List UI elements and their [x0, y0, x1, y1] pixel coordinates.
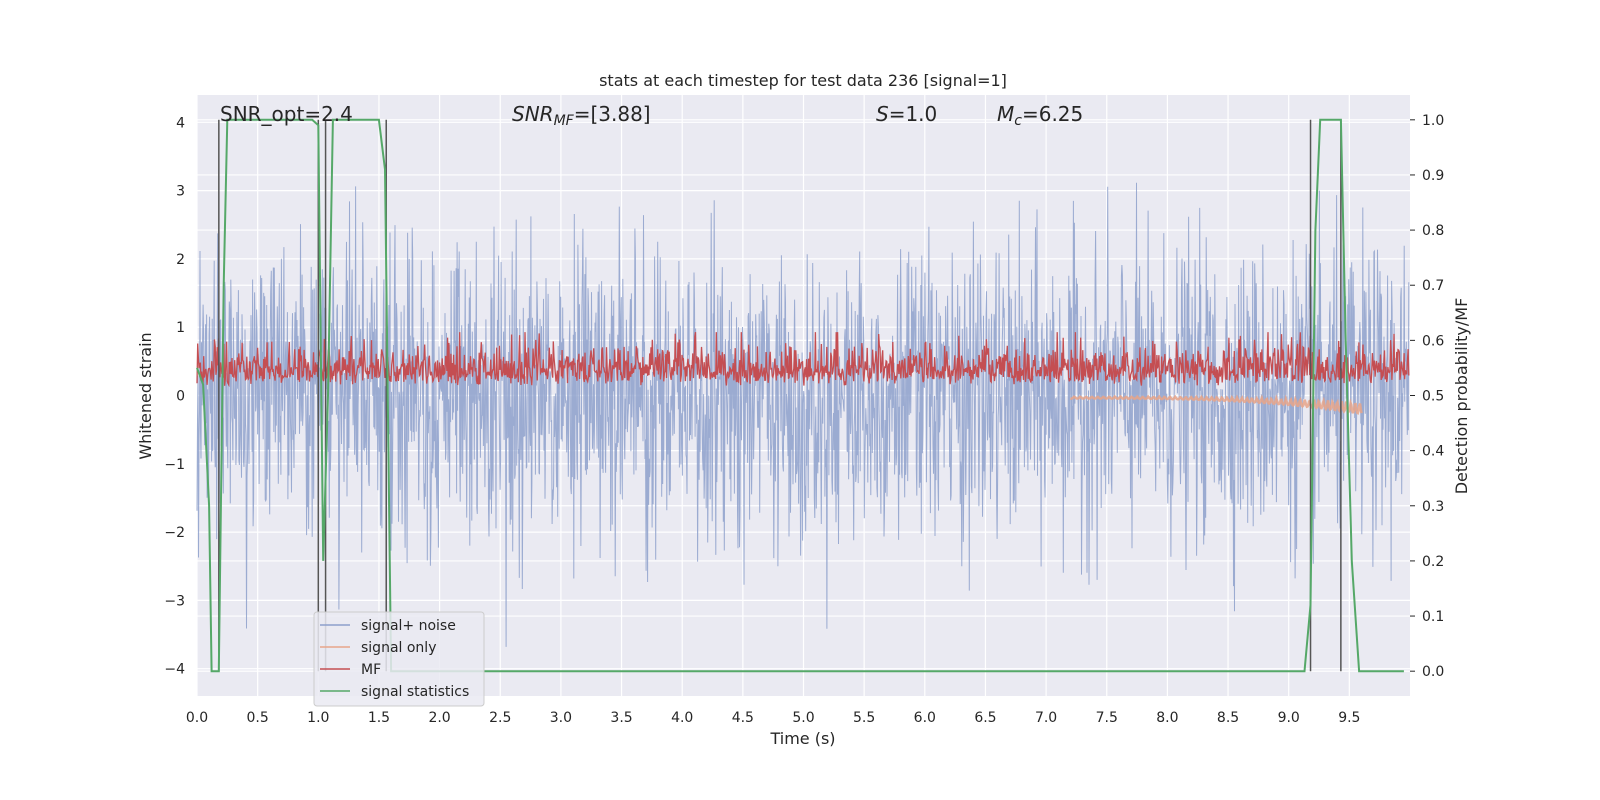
y-left-tick-label: −1 [164, 457, 185, 473]
legend: signal+ noise signal only MF signal stat… [313, 611, 485, 707]
y-left-tick-label: −4 [164, 662, 185, 678]
y-left-tick-label: −3 [164, 593, 185, 609]
y-axis-left-ticks: −4 −3 −2 −1 0 1 2 3 4 [164, 115, 185, 677]
x-tick-label: 2.5 [489, 710, 511, 726]
x-axis-label: Time (s) [769, 729, 835, 748]
x-tick-label: 8.0 [1156, 710, 1178, 726]
annotation-snr-mf: SNRMF=[3.88] [512, 102, 651, 129]
legend-entry-signal-only: signal only [320, 640, 436, 656]
y-axis-left-label: Whitened strain [136, 332, 155, 459]
annotation-mc: Mc=6.25 [997, 102, 1083, 129]
y-right-tick-label: 0.1 [1422, 609, 1444, 625]
legend-label: signal statistics [361, 684, 469, 700]
series-signal-noise [196, 182, 1410, 647]
y-left-tick-label: 4 [176, 115, 185, 131]
y-left-tick-label: 0 [176, 389, 185, 405]
series-mf [196, 331, 1410, 388]
x-axis-ticks: 0.0 0.5 1.0 1.5 2.0 2.5 3.0 3.5 4.0 4.5 5.0 5.5 6.0 6… [186, 710, 1361, 726]
y-right-tick-label: 0.9 [1422, 168, 1444, 184]
x-tick-label: 8.5 [1217, 710, 1239, 726]
y-left-tick-label: −2 [164, 525, 185, 541]
x-tick-label: 2.0 [428, 710, 450, 726]
y-right-tick-label: 0.0 [1422, 664, 1444, 680]
x-tick-label: 1.0 [307, 710, 329, 726]
mf-line [196, 331, 1410, 388]
x-tick-label: 6.0 [914, 710, 936, 726]
y-right-tick-label: 1.0 [1422, 113, 1444, 129]
y-left-tick-label: 2 [176, 252, 185, 268]
y-left-tick-label: 1 [176, 320, 185, 336]
y-right-tick-label: 0.4 [1422, 444, 1444, 460]
x-tick-label: 1.5 [368, 710, 390, 726]
x-tick-label: 6.5 [974, 710, 996, 726]
x-tick-label: 7.5 [1096, 710, 1118, 726]
y-axis-right-label: Detection probability/MF [1452, 298, 1471, 495]
x-tick-label: 5.5 [853, 710, 875, 726]
x-tick-label: 4.5 [732, 710, 754, 726]
y-right-tick-label: 0.6 [1422, 333, 1444, 349]
legend-entry-signal-statistics: signal statistics [320, 684, 469, 700]
y-right-tick-label: 0.5 [1422, 389, 1444, 405]
x-tick-label: 3.0 [550, 710, 572, 726]
y-left-tick-label: 3 [176, 184, 185, 200]
x-tick-label: 9.5 [1338, 710, 1360, 726]
legend-label: signal+ noise [361, 618, 456, 634]
x-tick-label: 9.0 [1278, 710, 1300, 726]
annotation-s: S=1.0 [876, 102, 937, 126]
x-tick-label: 3.5 [610, 710, 632, 726]
legend-entry-signal-noise: signal+ noise [320, 618, 456, 634]
legend-entry-mf: MF [320, 662, 381, 678]
y-right-tick-label: 0.3 [1422, 499, 1444, 515]
signal-noise-line [196, 182, 1410, 647]
x-tick-label: 5.0 [792, 710, 814, 726]
legend-label: signal only [361, 640, 436, 656]
x-tick-label: 4.0 [671, 710, 693, 726]
series-signal-statistics [196, 118, 1404, 673]
annotation-snr-opt: SNR_opt=2.4 [220, 102, 353, 126]
x-tick-label: 0.0 [186, 710, 208, 726]
y-right-tick-label: 0.8 [1422, 223, 1444, 239]
y-right-tick-label: 0.7 [1422, 278, 1444, 294]
y-right-tick-label: 0.2 [1422, 554, 1444, 570]
x-tick-label: 0.5 [247, 710, 269, 726]
y-axis-right-ticks: 0.0 0.1 0.2 0.3 0.4 0.5 0.6 0.7 0.8 0.9 1.0 [1410, 113, 1444, 680]
legend-box [313, 611, 485, 707]
chart-title: stats at each timestep for test data 236… [599, 71, 1007, 90]
legend-label: MF [361, 662, 381, 678]
x-tick-label: 7.0 [1035, 710, 1057, 726]
signal-statistics-line [196, 118, 1404, 673]
